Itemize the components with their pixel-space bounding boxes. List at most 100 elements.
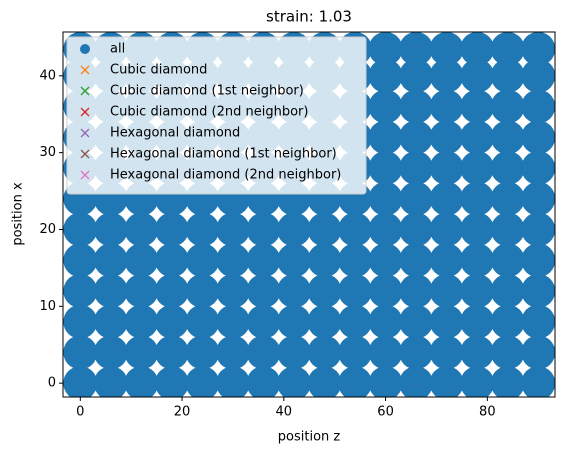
point [490, 273, 525, 308]
point [154, 304, 189, 339]
point [338, 366, 373, 397]
point [460, 120, 495, 155]
point [490, 89, 525, 124]
point [246, 304, 281, 339]
point [399, 304, 434, 339]
point [490, 304, 525, 339]
point [368, 151, 403, 186]
x-tick-label: 80 [479, 405, 496, 420]
x-axis-label: position z [278, 430, 341, 445]
point [521, 212, 555, 247]
point [185, 243, 220, 278]
point [521, 273, 555, 308]
legend-marker [80, 65, 90, 75]
point [63, 273, 98, 308]
point [521, 243, 555, 278]
point [154, 243, 189, 278]
point [429, 32, 464, 66]
point [429, 366, 464, 397]
point [490, 120, 525, 155]
point [399, 120, 434, 155]
point [154, 366, 189, 397]
legend-marker [80, 107, 90, 117]
legend-label: Cubic diamond [110, 63, 207, 78]
point [429, 335, 464, 370]
y-tick-label: 20 [39, 222, 56, 237]
point [429, 212, 464, 247]
point [185, 335, 220, 370]
point [246, 212, 281, 247]
point [429, 181, 464, 216]
point [399, 151, 434, 186]
point [63, 212, 98, 247]
point [154, 335, 189, 370]
point [185, 212, 220, 247]
point [276, 273, 311, 308]
point [460, 32, 495, 66]
point [490, 32, 525, 66]
point [460, 335, 495, 370]
point [490, 151, 525, 186]
point [490, 58, 525, 93]
point [63, 243, 98, 278]
point [368, 212, 403, 247]
point [154, 273, 189, 308]
point [124, 273, 159, 308]
legend-marker [80, 170, 90, 180]
point [276, 366, 311, 397]
point [63, 304, 98, 339]
point [276, 335, 311, 370]
point [154, 212, 189, 247]
point [307, 304, 342, 339]
point [368, 120, 403, 155]
point [185, 273, 220, 308]
legend-marker [80, 128, 90, 138]
point [124, 243, 159, 278]
point [93, 366, 128, 397]
point [399, 366, 434, 397]
point [429, 304, 464, 339]
point [490, 366, 525, 397]
y-axis-label: position x [11, 182, 26, 246]
point [307, 273, 342, 308]
point [185, 304, 220, 339]
point [521, 32, 555, 66]
point [185, 366, 220, 397]
point [490, 181, 525, 216]
point [368, 304, 403, 339]
y-tick-label: 40 [39, 68, 56, 83]
x-tick-label: 20 [174, 405, 191, 420]
axes-frame [62, 31, 556, 398]
point [368, 181, 403, 216]
point [368, 58, 403, 93]
point [338, 212, 373, 247]
point [124, 366, 159, 397]
point [276, 304, 311, 339]
x-tick-label: 40 [276, 405, 293, 420]
point [399, 181, 434, 216]
point [521, 89, 555, 124]
point [490, 243, 525, 278]
point [521, 335, 555, 370]
point [246, 273, 281, 308]
point [338, 304, 373, 339]
point [368, 32, 403, 66]
point [429, 273, 464, 308]
point [307, 335, 342, 370]
point [368, 335, 403, 370]
point [521, 58, 555, 93]
point [429, 120, 464, 155]
y-tick-label: 0 [48, 376, 56, 391]
point [490, 212, 525, 247]
point [307, 212, 342, 247]
point [338, 273, 373, 308]
legend-label: Cubic diamond (2nd neighbor) [110, 105, 308, 120]
legend-label: Hexagonal diamond [110, 126, 240, 141]
y-tick-label: 30 [39, 145, 56, 160]
point [399, 335, 434, 370]
y-tick-label: 10 [39, 299, 56, 314]
legend-box [66, 36, 367, 195]
point [368, 243, 403, 278]
